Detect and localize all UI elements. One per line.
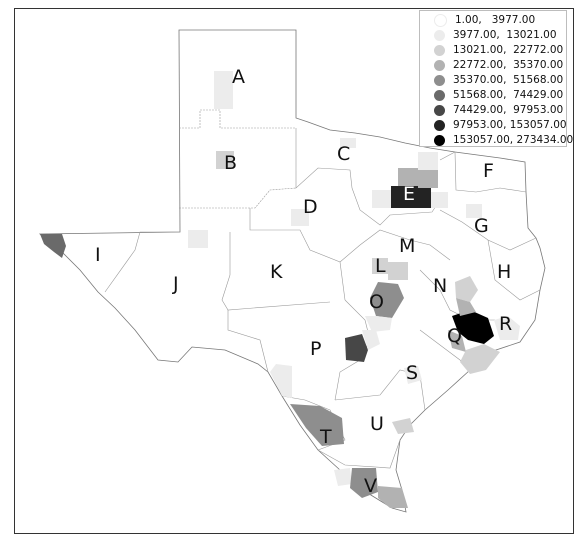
legend-label: 3977.00, 13021.00 [453, 29, 557, 41]
region-label-q: Q [447, 325, 462, 347]
region-label-a: A [232, 66, 245, 88]
region-label-g: G [474, 215, 489, 237]
legend-label: 13021.00, 22772.00 [453, 44, 564, 56]
county-r1 [460, 344, 500, 374]
region-label-h: H [497, 261, 511, 283]
county-q3 [448, 330, 466, 352]
legend-label: 35370.00, 51568.00 [453, 74, 564, 86]
region-label-s: S [406, 362, 418, 384]
region-labels: A B C D E F G H I J K L M N O P Q R S T … [95, 66, 512, 497]
county-m1 [388, 262, 408, 280]
border-j-k [221, 232, 331, 311]
legend-label: 74429.00, 97953.00 [453, 104, 564, 116]
legend-label: 22772.00, 35370.00 [453, 59, 564, 71]
region-label-f: F [483, 160, 494, 182]
border-p-j [227, 310, 269, 373]
county-u1 [392, 418, 414, 434]
border-b-south [179, 187, 297, 209]
legend-label: 51568.00, 74429.00 [453, 89, 564, 101]
region-label-t: T [319, 426, 332, 448]
county-v1 [334, 468, 352, 486]
legend-item: 13021.00, 22772.00 [420, 44, 566, 57]
legend-item: 74429.00, 97953.00 [420, 104, 566, 117]
legend-label: 1.00, 3977.00 [455, 14, 536, 26]
county-a1 [214, 71, 233, 109]
county-i1 [40, 234, 66, 258]
legend-swatch [434, 90, 445, 101]
region-label-p: P [310, 338, 321, 360]
region-label-r: R [499, 313, 512, 335]
legend: 1.00, 3977.00 3977.00, 13021.00 13021.00… [419, 10, 573, 147]
county-l1 [372, 258, 388, 274]
legend-item: 51568.00, 74429.00 [420, 89, 566, 102]
county-s1 [404, 366, 422, 384]
region-label-n: N [433, 275, 447, 297]
border-l-m [339, 229, 451, 263]
county-e3 [418, 170, 438, 188]
county-d1 [291, 209, 309, 226]
legend-item: 153057.00, 273434.00 [420, 134, 573, 147]
region-label-j: J [172, 273, 179, 295]
county-e4 [372, 190, 391, 208]
shaded-counties [40, 71, 520, 508]
legend-item: 35370.00, 51568.00 [420, 74, 566, 87]
region-label-i: I [95, 244, 101, 266]
legend-item: 97953.00, 153057.00 [420, 119, 567, 132]
county-v2 [350, 468, 378, 498]
region-label-d: D [303, 196, 318, 218]
county-o2 [365, 316, 392, 332]
legend-label: 97953.00, 153057.00 [453, 119, 567, 131]
county-b1 [216, 151, 234, 169]
county-e5 [431, 192, 448, 208]
county-c1 [340, 138, 356, 148]
region-label-c: C [337, 143, 350, 165]
county-v3 [378, 486, 408, 508]
border-i-j [104, 231, 180, 293]
county-e1 [391, 186, 431, 208]
county-j1 [188, 230, 208, 248]
legend-swatch [434, 120, 445, 131]
border-s-u [334, 369, 426, 411]
county-p3 [270, 364, 292, 398]
legend-swatch [434, 45, 445, 56]
border-e-f [439, 151, 527, 193]
region-label-k: K [270, 261, 283, 283]
county-q1 [452, 310, 494, 344]
legend-item: 3977.00, 13021.00 [420, 29, 566, 42]
legend-swatch [434, 30, 445, 41]
region-label-e: E [403, 183, 415, 205]
border-d-e [351, 187, 441, 226]
region-label-o: O [369, 291, 384, 313]
county-p2 [362, 330, 380, 350]
legend-swatch [434, 75, 445, 86]
county-r2 [494, 316, 520, 340]
region-label-m: M [399, 235, 415, 257]
legend-swatch [434, 60, 445, 71]
region-label-v: V [364, 475, 377, 497]
border-c-d [295, 128, 353, 189]
county-g1 [466, 204, 482, 218]
border-h [487, 239, 541, 301]
border-k [249, 208, 346, 301]
legend-item: 22772.00, 35370.00 [420, 59, 566, 72]
legend-swatch [434, 105, 445, 116]
border-panhandle-south [179, 109, 296, 129]
county-e2 [398, 168, 418, 186]
county-p1 [345, 334, 368, 362]
border-v [317, 439, 401, 469]
legend-swatch [434, 135, 445, 146]
region-label-u: U [370, 413, 384, 435]
region-label-l: L [375, 255, 386, 277]
county-q2 [456, 298, 476, 316]
county-e6 [418, 152, 438, 170]
county-o1 [370, 282, 404, 318]
legend-label: 153057.00, 273434.00 [453, 134, 574, 146]
legend-swatch [434, 14, 447, 27]
legend-item: 1.00, 3977.00 [420, 14, 566, 27]
county-n1 [455, 276, 478, 302]
region-label-b: B [224, 152, 237, 174]
county-t1 [290, 404, 344, 446]
